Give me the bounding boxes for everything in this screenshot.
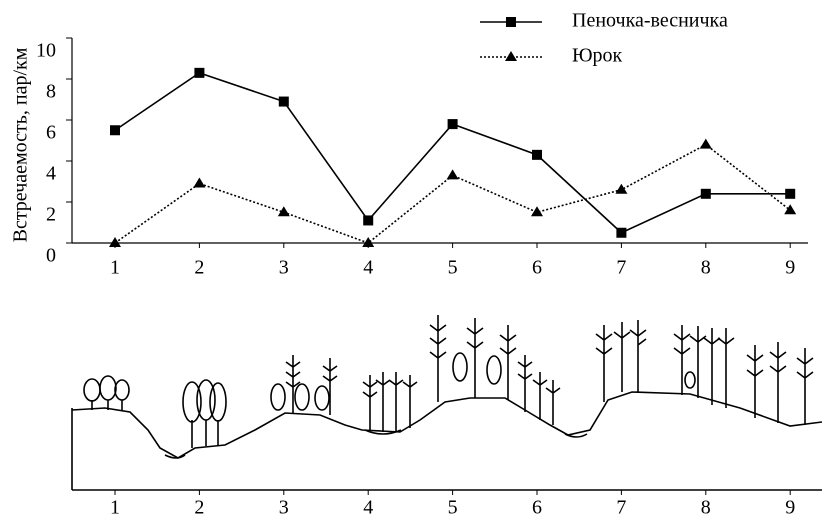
- x-tick-label: 5: [448, 257, 458, 279]
- legend-label: Пеночка-весничка: [572, 10, 728, 32]
- profile-tick-label: 9: [785, 497, 795, 519]
- profile-tick-label: 7: [616, 497, 626, 519]
- profile-tick-label: 8: [701, 497, 711, 519]
- x-tick-label: 6: [532, 257, 542, 279]
- data-point: [532, 149, 542, 160]
- data-point: [362, 237, 375, 247]
- y-tick-label: 0: [46, 245, 56, 267]
- x-tick-label: 1: [110, 257, 120, 279]
- y-tick-label: 2: [46, 204, 56, 226]
- data-point: [109, 237, 121, 247]
- y-tick-label: 6: [46, 122, 56, 144]
- legend-marker: [505, 51, 517, 61]
- ground: [71, 391, 822, 459]
- legend-marker: [506, 17, 516, 27]
- deciduous-trees: [83, 352, 696, 448]
- series-line: [114, 143, 791, 244]
- profile-tick-label: 5: [448, 497, 458, 519]
- profile-tick-label: 4: [363, 497, 373, 519]
- data-point: [700, 188, 711, 199]
- data-point: [447, 119, 458, 130]
- data-point: [446, 169, 459, 180]
- x-tick-label: 9: [785, 257, 795, 279]
- data-point: [785, 188, 796, 199]
- data-point: [194, 67, 205, 78]
- series-line: [114, 71, 791, 234]
- data-point: [615, 183, 628, 194]
- profile-tick-label: 6: [532, 497, 542, 519]
- coniferous-trees: [285, 315, 814, 432]
- data-point: [531, 206, 543, 217]
- y-tick-label: 8: [46, 81, 56, 103]
- water: [164, 429, 588, 459]
- legend-label: Юрок: [572, 45, 623, 67]
- x-tick-label: 7: [616, 257, 626, 279]
- profile-tick-label: 1: [110, 497, 120, 519]
- y-tick-label: 4: [46, 163, 56, 185]
- data-point: [363, 215, 374, 226]
- data-point: [193, 177, 206, 188]
- x-tick-label: 3: [279, 257, 289, 279]
- y-tick-label: 10: [36, 40, 56, 62]
- data-point: [110, 125, 120, 136]
- data-point: [784, 204, 797, 215]
- y-axis-label: Встречаемость, пар/км: [10, 47, 32, 242]
- profile-tick-label: 3: [279, 497, 289, 519]
- profile-tick-label: 2: [194, 497, 204, 519]
- x-tick-label: 8: [701, 257, 711, 279]
- landscape-profile: [71, 315, 822, 491]
- data-point: [278, 96, 289, 107]
- x-tick-label: 2: [194, 257, 204, 279]
- data-point: [277, 206, 290, 217]
- x-tick-label: 4: [363, 257, 373, 279]
- data-point: [699, 138, 712, 149]
- data-point: [616, 227, 627, 238]
